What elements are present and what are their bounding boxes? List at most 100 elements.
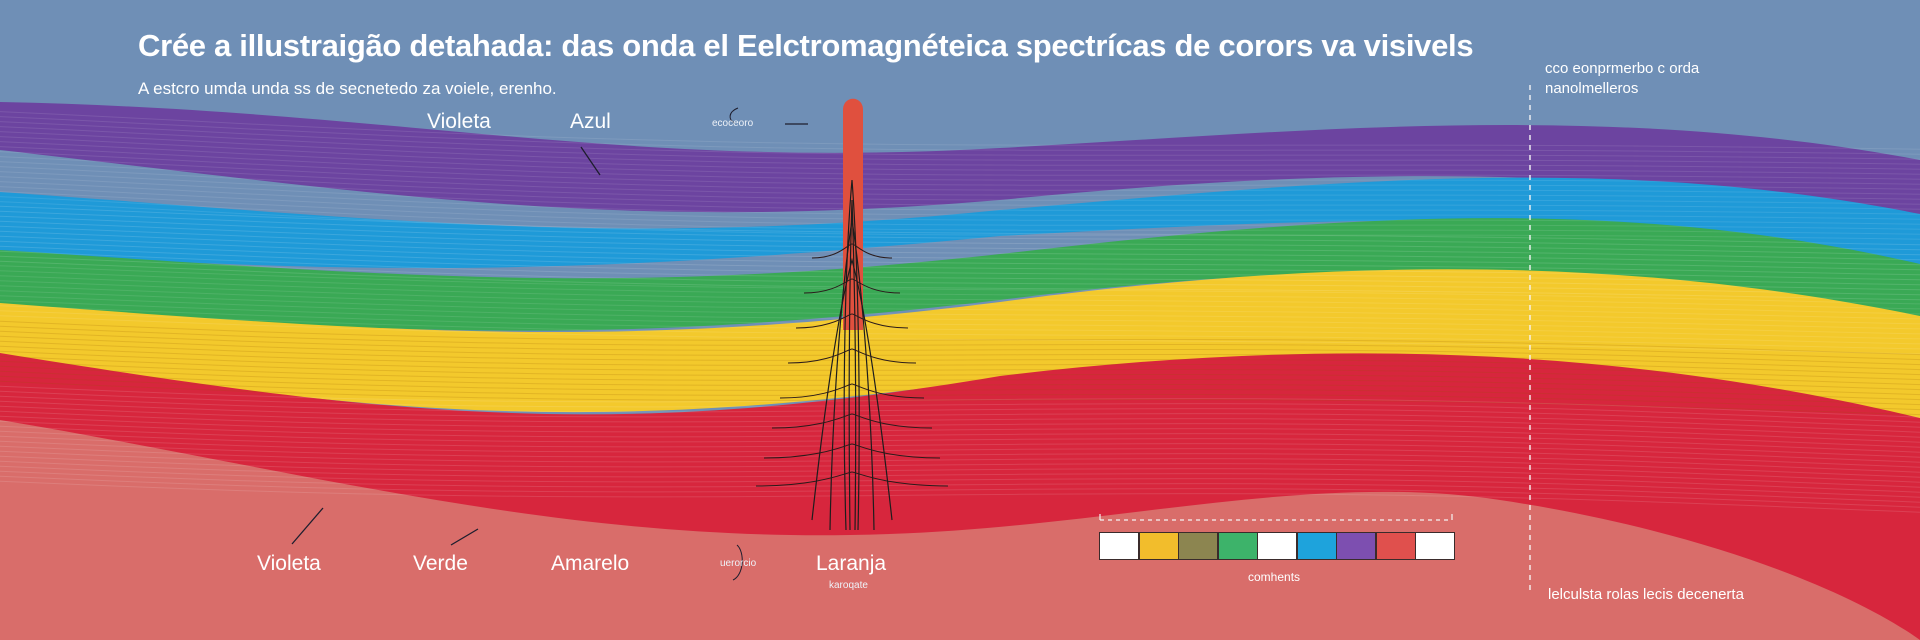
- band-fiber-line: [0, 186, 1920, 225]
- band-fiber-line: [0, 111, 1920, 150]
- band-fiber-line: [0, 250, 1920, 291]
- band-fiber-line: [0, 280, 1920, 320]
- color-swatch-strip: [1099, 532, 1455, 560]
- band-fiber-line: [0, 225, 1920, 266]
- color-swatch: [1376, 533, 1415, 559]
- page-subtitle: A estcro umda unda ss de secnetedo za vo…: [138, 79, 557, 98]
- note-bottom: lelculsta rolas lecis decenerta: [1548, 586, 1744, 603]
- label-pointer-small: ecoceoro: [712, 118, 754, 129]
- band-fiber-line: [0, 370, 1920, 406]
- band-fiber-line: [0, 141, 1920, 180]
- wave-ripple: [779, 383, 925, 399]
- band-fiber-line: [0, 136, 1920, 175]
- label-green-bottom: Verde: [413, 552, 468, 575]
- band-fiber-line: [0, 196, 1920, 235]
- band-blue: [0, 177, 1920, 272]
- band-fiber-line: [0, 415, 1920, 448]
- band-fiber-line: [0, 320, 1920, 356]
- band-fiber-line: [0, 171, 1920, 210]
- ground-pink: [0, 420, 1920, 640]
- label-orange-small: karoqate: [829, 580, 868, 591]
- band-fiber-line: [0, 405, 1920, 438]
- band-fiber-line: [0, 460, 1920, 493]
- band-fiber-line: [0, 435, 1920, 468]
- band-fiber-line: [0, 325, 1920, 361]
- band-fiber-line: [0, 400, 1920, 433]
- band-fiber-line: [0, 335, 1920, 371]
- band-fiber-line: [0, 240, 1920, 281]
- band-fiber-line: [0, 166, 1920, 205]
- color-swatch: [1337, 533, 1375, 559]
- color-swatch: [1297, 533, 1336, 559]
- color-swatch: [1416, 533, 1454, 559]
- band-fiber-line: [0, 245, 1920, 286]
- band-fiber-line: [0, 340, 1920, 376]
- band-fiber-line: [0, 260, 1920, 301]
- band-fiber-line: [0, 425, 1920, 458]
- band-fiber-line: [0, 126, 1920, 165]
- band-yellow: [0, 269, 1920, 420]
- band-fiber-line: [0, 146, 1920, 185]
- band-fiber-line: [0, 151, 1920, 190]
- band-fiber-line: [0, 305, 1920, 345]
- band-fiber-line: [0, 131, 1920, 170]
- band-fiber-line: [0, 440, 1920, 473]
- band-fiber-line: [0, 480, 1920, 513]
- pointer-bottom-small: [732, 544, 743, 581]
- band-fiber-line: [0, 295, 1920, 335]
- color-swatch: [1218, 533, 1257, 559]
- band-fiber-line: [0, 410, 1920, 443]
- band-fiber-line: [0, 255, 1920, 296]
- band-stripes: [0, 111, 1920, 513]
- band-fiber-line: [0, 470, 1920, 503]
- band-fiber-line: [0, 310, 1920, 350]
- band-fiber-line: [0, 156, 1920, 195]
- band-fiber-line: [0, 121, 1920, 160]
- band-violet: [0, 102, 1920, 220]
- wave-ripple: [771, 413, 933, 429]
- label-blue-top: Azul: [570, 110, 611, 133]
- band-fiber-line: [0, 161, 1920, 200]
- band-fiber-line: [0, 365, 1920, 401]
- band-fiber-line: [0, 355, 1920, 391]
- color-swatch: [1258, 533, 1296, 559]
- band-fiber-line: [0, 235, 1920, 276]
- band-fiber-line: [0, 215, 1920, 256]
- note-top-line2: nanolmelleros: [1545, 80, 1639, 97]
- wave-ripples: [755, 243, 949, 487]
- pointer-bottom-violet: [291, 507, 324, 545]
- band-fiber-line: [0, 420, 1920, 453]
- label-small-bottom: uerorcio: [720, 558, 757, 569]
- wave-ripple: [787, 348, 917, 364]
- swatch-caption: comhents: [1248, 570, 1301, 584]
- band-fiber-line: [0, 265, 1920, 305]
- band-fiber-line: [0, 285, 1920, 325]
- band-fiber-line: [0, 116, 1920, 155]
- band-fiber-line: [0, 350, 1920, 386]
- page-title: Crée a illustraigão detahada: das onda e…: [138, 28, 1474, 63]
- color-swatch: [1139, 533, 1178, 559]
- band-green: [0, 218, 1920, 331]
- band-fiber-line: [0, 375, 1920, 411]
- pointer-violet: [580, 146, 601, 176]
- band-fiber-line: [0, 345, 1920, 381]
- note-top-line1: cco eonprmerbo c orda: [1545, 60, 1700, 77]
- label-orange-bottom: Laranja: [816, 552, 887, 575]
- band-fiber-line: [0, 275, 1920, 315]
- band-fiber-line: [0, 230, 1920, 271]
- wave-ripple: [803, 278, 901, 294]
- wave-ripple: [811, 243, 893, 259]
- band-fiber-line: [0, 475, 1920, 508]
- label-violet-bottom: Violeta: [257, 552, 321, 575]
- band-fiber-line: [0, 300, 1920, 340]
- band-fiber-line: [0, 205, 1920, 246]
- color-swatch: [1100, 533, 1138, 559]
- wave-ripple: [763, 443, 941, 459]
- band-fiber-line: [0, 455, 1920, 488]
- wave-ripple: [755, 471, 949, 487]
- label-yellow-bottom: Amarelo: [551, 552, 630, 575]
- band-fiber-line: [0, 380, 1920, 416]
- band-fiber-line: [0, 201, 1920, 240]
